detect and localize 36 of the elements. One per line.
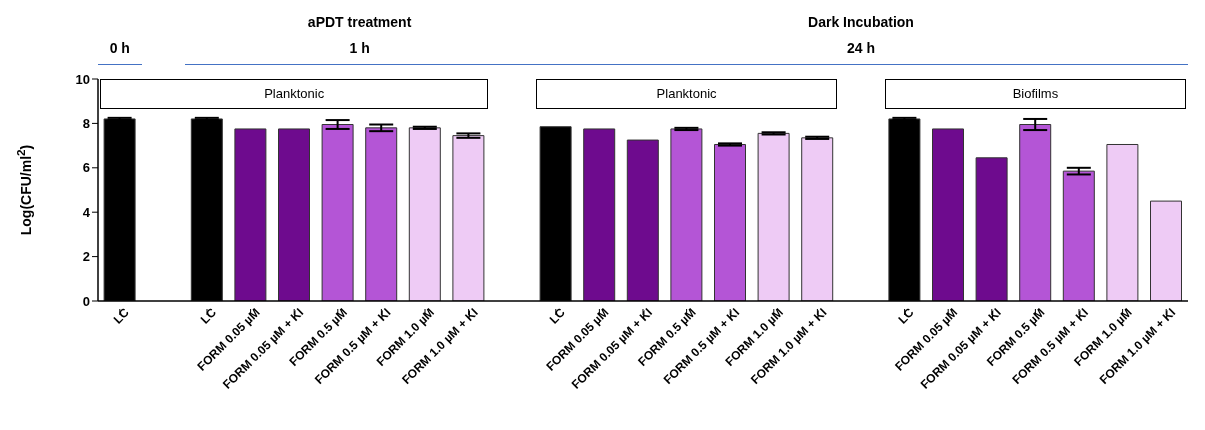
annotation: Planktonic [263,86,326,101]
annotation: Planktonic [655,86,718,101]
bar [365,127,398,301]
x-tick-label: LC [197,305,220,327]
text: 24 h [846,40,876,56]
y-tick-label: 6 [82,160,90,176]
bar [408,127,441,301]
y-tick-label: 10 [75,71,90,87]
x-tick-label: LC [110,305,133,327]
annotation: Biofilms [1011,86,1060,101]
x-tick-label: LC [546,305,569,327]
text: Dark Incubation [807,14,915,30]
bar [583,128,616,301]
bar [234,128,267,301]
bar [801,137,834,301]
bar [1062,170,1095,301]
bar [714,143,746,301]
y-tick-label: 0 [82,293,90,309]
bar [670,128,703,301]
bar [757,132,790,301]
text: aPDT treatment [306,14,413,30]
bar [975,157,1008,301]
x-tick-label: LC [895,305,917,327]
text: 0 h [108,40,131,56]
bar [626,139,659,301]
bar [1019,124,1052,301]
y-tick-label: 8 [82,116,90,132]
text: 1 h [348,40,371,56]
bar [1106,143,1139,301]
bar [321,124,354,301]
bar [1150,200,1182,301]
y-tick-label: 4 [82,204,91,220]
y-tick-label: 2 [82,249,90,265]
bar [452,135,485,301]
bar [932,128,964,301]
bar [278,128,310,301]
